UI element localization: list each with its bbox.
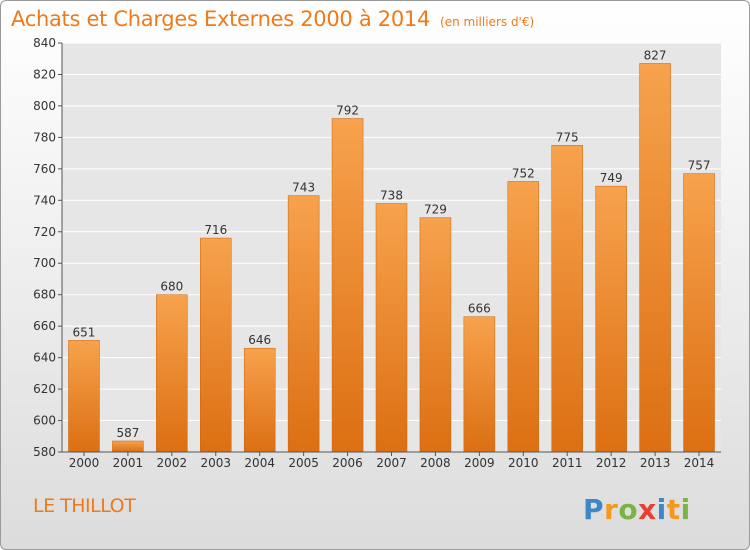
x-tick-label: 2002: [157, 456, 188, 470]
bar-2014: [683, 173, 715, 453]
bar-2001: [112, 440, 144, 453]
bar-2013: [639, 63, 671, 453]
data-label: 729: [424, 203, 447, 217]
data-label: 587: [116, 426, 139, 440]
x-tick-label: 2000: [69, 456, 100, 470]
y-tick-label: 680: [33, 288, 56, 302]
x-tick-label: 2009: [464, 456, 495, 470]
x-tick-label: 2011: [552, 456, 583, 470]
data-label: 749: [600, 171, 623, 185]
chart-subtitle: (en milliers d'€): [440, 15, 535, 29]
y-tick-label: 740: [33, 193, 56, 207]
x-tick-label: 2001: [113, 456, 144, 470]
bar-2003: [200, 237, 232, 453]
bar-2005: [287, 195, 320, 453]
data-labels: 651 587 680 716 646 743 792 738 729 666 752 775 749 8…: [73, 48, 711, 440]
data-label: 743: [292, 181, 315, 195]
x-tick-label: 2004: [244, 456, 275, 470]
y-tick-label: 580: [33, 445, 56, 459]
x-tick-label: 2006: [332, 456, 363, 470]
bar-2009: [463, 316, 496, 453]
y-tick-label: 640: [33, 351, 56, 365]
bar-2002: [156, 294, 188, 453]
svg-text:Proxiti: Proxiti: [583, 493, 691, 526]
y-tick-label: 700: [33, 256, 56, 270]
bar-2004: [243, 347, 276, 453]
y-tick-label: 800: [33, 99, 56, 113]
bar-2011: [551, 145, 583, 453]
bar-2006: [331, 118, 364, 453]
x-tick-label: 2013: [640, 456, 671, 470]
bars: [68, 63, 715, 453]
data-label: 646: [248, 333, 271, 347]
data-label: 752: [512, 166, 535, 180]
y-tick-label: 620: [33, 382, 56, 396]
x-tick-label: 2003: [200, 456, 231, 470]
bar-2000: [68, 340, 100, 453]
bar-2010: [507, 181, 540, 453]
x-tick-label: 2007: [376, 456, 407, 470]
bar-2008: [419, 217, 452, 453]
chart-title-text: Achats et Charges Externes 2000 à 2014: [11, 7, 431, 31]
chart-title: Achats et Charges Externes 2000 à 2014 (e…: [11, 7, 534, 31]
y-tick-label: 600: [33, 414, 56, 428]
data-label: 666: [468, 302, 491, 316]
y-tick-label: 820: [33, 67, 56, 81]
x-tick-label: 2005: [288, 456, 319, 470]
x-tick-label: 2010: [508, 456, 539, 470]
x-tick-label: 2012: [596, 456, 627, 470]
data-label: 716: [204, 223, 227, 237]
data-label: 757: [688, 159, 711, 173]
data-label: 680: [160, 280, 183, 294]
data-label: 738: [380, 188, 403, 202]
data-label: 792: [336, 104, 359, 118]
y-tick-label: 780: [33, 130, 56, 144]
y-tick-label: 840: [33, 36, 56, 50]
data-label: 651: [73, 325, 96, 339]
bar-2012: [595, 185, 627, 453]
data-label: 775: [556, 130, 579, 144]
y-tick-label: 720: [33, 225, 56, 239]
x-tick-label: 2014: [684, 456, 715, 470]
commune-name: LE THILLOT: [33, 495, 136, 517]
x-tick-label: 2008: [420, 456, 451, 470]
y-tick-label: 760: [33, 162, 56, 176]
y-tick-label: 660: [33, 319, 56, 333]
proxiti-logo: Proxiti: [583, 493, 691, 526]
bar-2007: [375, 203, 408, 453]
data-label: 827: [644, 48, 667, 62]
axes: 580 600 620 640 660 680 700 720 740 760 780 800 820 8…: [33, 36, 721, 470]
